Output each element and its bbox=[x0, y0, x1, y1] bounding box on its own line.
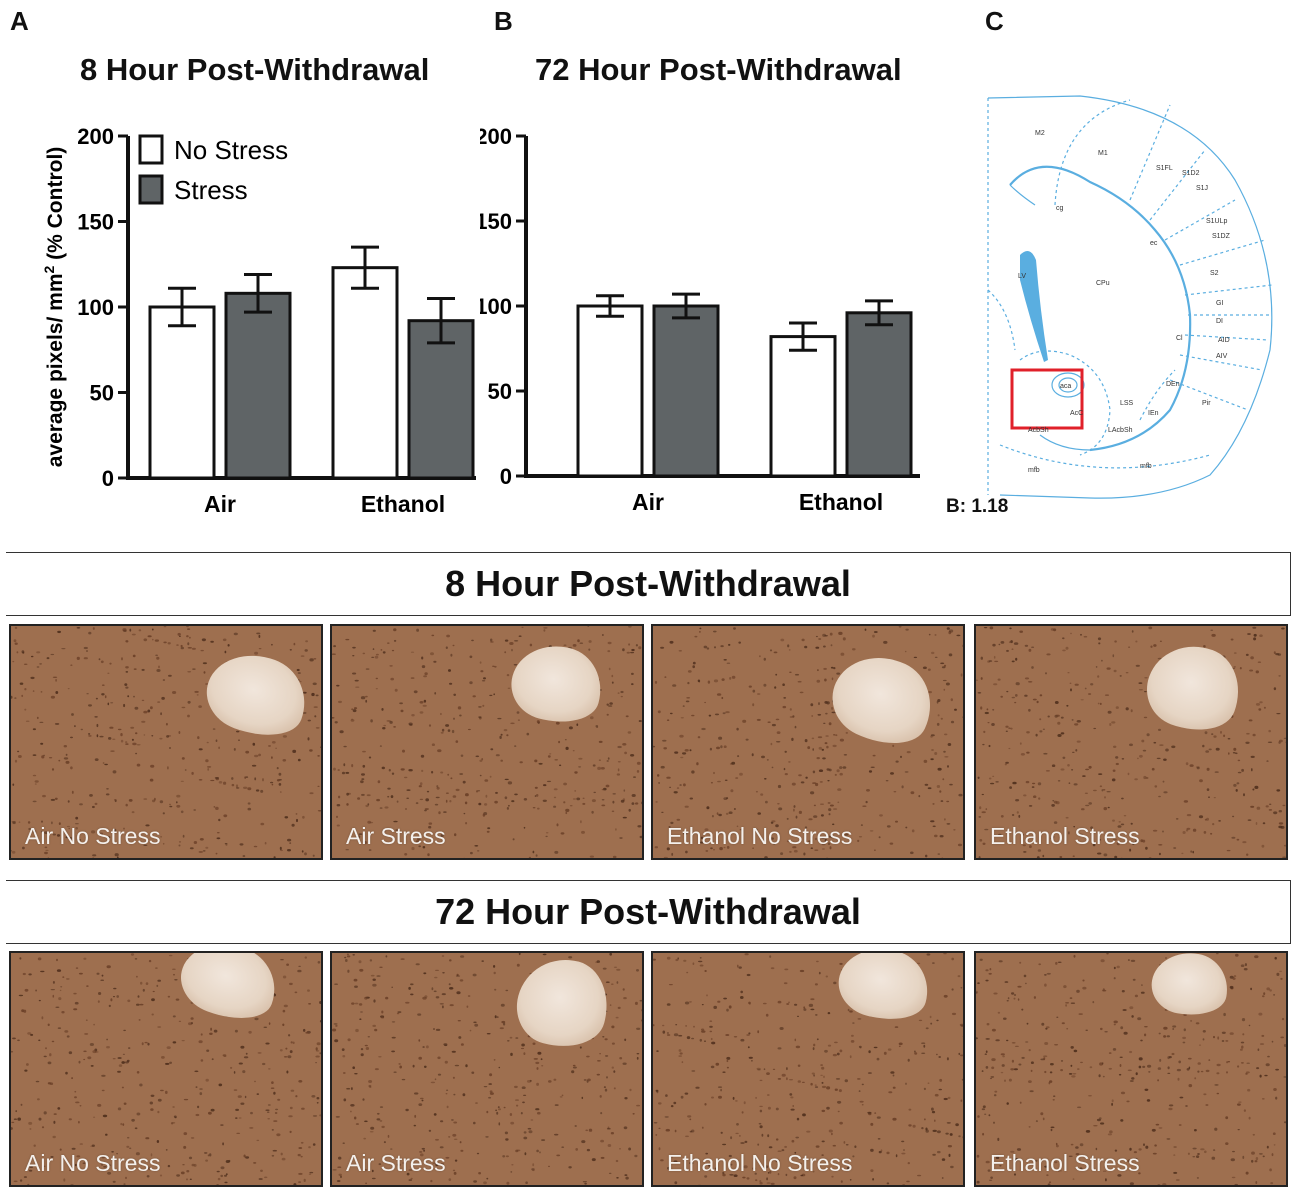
atlas-region-label: IEn bbox=[1148, 410, 1159, 417]
chart-b: 0 50 100 150 200 Air Ethanol bbox=[480, 124, 920, 515]
atlas-region-label: S2 bbox=[1210, 270, 1219, 277]
tissue-texture bbox=[332, 626, 642, 858]
bregma-label: B: 1.18 bbox=[946, 496, 1009, 517]
micrograph-72h-ethanol-stress: Ethanol Stress bbox=[974, 951, 1288, 1187]
atlas-region-label: ec bbox=[1150, 240, 1158, 247]
micrograph-8h-air-stress: Air Stress bbox=[330, 624, 644, 860]
x-category-label: Ethanol bbox=[799, 489, 883, 515]
atlas-region-label: Pir bbox=[1202, 400, 1211, 407]
micrograph-72h-air-stress: Air Stress bbox=[330, 951, 644, 1187]
y-tick-label: 200 bbox=[77, 124, 114, 149]
y-tick-label: 150 bbox=[77, 210, 114, 235]
micrograph-caption: Ethanol No Stress bbox=[667, 1150, 853, 1176]
atlas-region-label: AIV bbox=[1216, 353, 1228, 360]
micrograph-8h-ethanol-stress: Ethanol Stress bbox=[974, 624, 1288, 860]
micrograph-caption: Air No Stress bbox=[25, 1150, 161, 1176]
error-bar bbox=[672, 292, 700, 320]
atlas-region-label: LV bbox=[1018, 273, 1026, 280]
atlas-region-label: S1ULp bbox=[1206, 218, 1228, 225]
bar-air-no-stress bbox=[576, 304, 644, 478]
atlas-region-label: cg bbox=[1056, 205, 1064, 212]
bar-ethanol-stress bbox=[845, 311, 913, 478]
atlas-region-label: mfb bbox=[1140, 463, 1152, 470]
chart-b-title: 72 Hour Post-Withdrawal bbox=[535, 52, 902, 87]
error-bar bbox=[789, 321, 817, 352]
error-bar bbox=[596, 294, 624, 318]
error-bar bbox=[427, 296, 455, 345]
error-bar bbox=[351, 245, 379, 290]
x-category-label: Air bbox=[204, 491, 236, 517]
y-tick-label: 100 bbox=[480, 294, 512, 319]
atlas-region-label: AcC bbox=[1070, 410, 1083, 417]
micrograph-caption: Ethanol Stress bbox=[990, 823, 1140, 849]
y-tick-label: 150 bbox=[480, 209, 512, 234]
atlas-region-label: S1DZ bbox=[1212, 233, 1231, 240]
atlas-region-label: aca bbox=[1060, 383, 1071, 390]
error-bar bbox=[244, 273, 272, 314]
legend-label: No Stress bbox=[174, 135, 288, 165]
y-tick-label: 0 bbox=[102, 466, 114, 491]
atlas-region-label: AID bbox=[1218, 337, 1230, 344]
atlas-region-label: S1D2 bbox=[1182, 170, 1200, 177]
atlas-region-label: M2 bbox=[1035, 130, 1045, 137]
atlas-region-label: GI bbox=[1216, 300, 1223, 307]
bar-ethanol-no-stress bbox=[769, 335, 837, 478]
y-tick-label: 0 bbox=[500, 464, 512, 489]
bar-air-stress bbox=[652, 304, 720, 478]
atlas-region-label: Cl bbox=[1176, 335, 1183, 342]
micrograph-caption: Air Stress bbox=[346, 1150, 446, 1176]
atlas-region-label: S1J bbox=[1196, 185, 1208, 192]
error-bar bbox=[168, 286, 196, 328]
y-tick-label: 200 bbox=[480, 124, 512, 149]
banner-8-hour: 8 Hour Post-Withdrawal bbox=[6, 552, 1291, 616]
panel-letter-b: B bbox=[494, 6, 513, 36]
micrograph-8h-ethanol-no-stress: Ethanol No Stress bbox=[651, 624, 965, 860]
atlas-region-label: AcbSh bbox=[1028, 427, 1049, 434]
atlas-region-label: S1FL bbox=[1156, 165, 1173, 172]
micrograph-caption: Ethanol Stress bbox=[990, 1150, 1140, 1176]
legend-label: Stress bbox=[174, 175, 248, 205]
banner-72-hour: 72 Hour Post-Withdrawal bbox=[6, 880, 1291, 944]
brain-atlas-diagram: M2 M1 S1FL S1D2 S1J cg S1ULp S1DZ ec LV CPu S2 GI DI A… bbox=[987, 95, 1273, 499]
bar-air-stress bbox=[224, 291, 292, 480]
micrograph-72h-air-no-stress: Air No Stress bbox=[9, 951, 323, 1187]
bar-ethanol-no-stress bbox=[331, 266, 399, 480]
legend-swatch bbox=[138, 174, 164, 205]
atlas-region-label: M1 bbox=[1098, 150, 1108, 157]
micrograph-72h-ethanol-no-stress: Ethanol No Stress bbox=[651, 951, 965, 1187]
atlas-region-label: LAcbSh bbox=[1108, 427, 1133, 434]
micrograph-caption: Air No Stress bbox=[25, 823, 161, 849]
y-tick-label: 50 bbox=[488, 379, 512, 404]
x-category-label: Air bbox=[632, 489, 664, 515]
micrograph-caption: Ethanol No Stress bbox=[667, 823, 853, 849]
x-category-label: Ethanol bbox=[361, 491, 445, 517]
atlas-region-label: DEn bbox=[1166, 381, 1180, 388]
panel-letter-c: C bbox=[985, 6, 1004, 36]
chart-a-title: 8 Hour Post-Withdrawal bbox=[80, 52, 430, 87]
bar-air-no-stress bbox=[148, 305, 216, 480]
tissue-texture bbox=[976, 953, 1286, 1185]
atlas-region-label: LSS bbox=[1120, 400, 1134, 407]
chart-a: 0 50 100 150 200 Air Ethanol average pixels/ mm… bbox=[41, 124, 476, 517]
tissue-texture bbox=[11, 626, 321, 858]
micrograph-8h-air-no-stress: Air No Stress bbox=[9, 624, 323, 860]
bar-ethanol-stress bbox=[407, 319, 475, 480]
panel-letter-a: A bbox=[10, 6, 29, 36]
y-tick-label: 100 bbox=[77, 295, 114, 320]
legend-swatch bbox=[138, 134, 164, 165]
y-axis-label: average pixels/ mm2 (% Control) bbox=[41, 147, 67, 468]
y-tick-label: 50 bbox=[90, 381, 114, 406]
atlas-region-label: CPu bbox=[1096, 280, 1110, 287]
atlas-region-label: DI bbox=[1216, 318, 1223, 325]
micrograph-caption: Air Stress bbox=[346, 823, 446, 849]
atlas-region-label: mfb bbox=[1028, 467, 1040, 474]
error-bar bbox=[865, 299, 893, 327]
